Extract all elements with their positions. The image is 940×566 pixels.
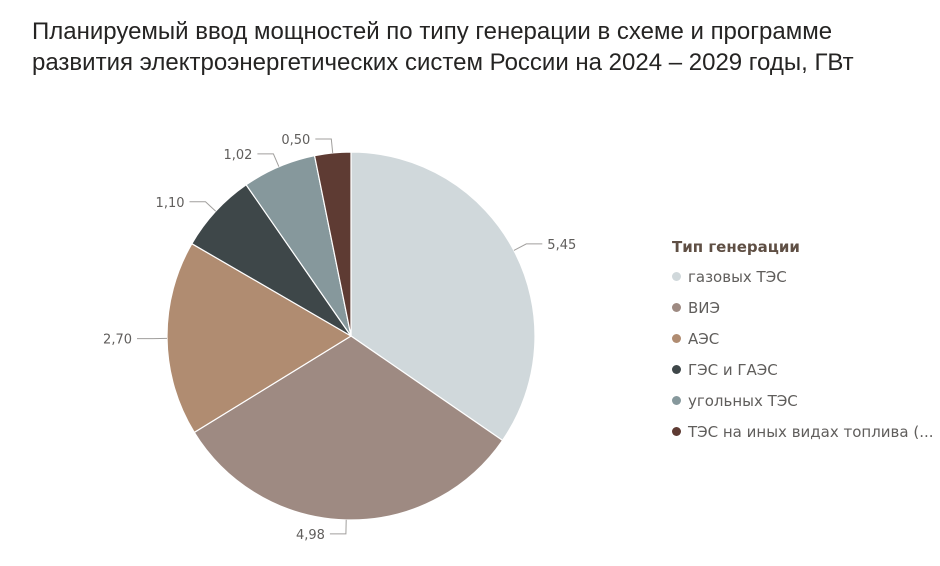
- leader-line-6: [315, 138, 334, 153]
- legend-label-2: ВИЭ: [688, 298, 720, 317]
- chart-title: Планируемый ввод мощностей по типу генер…: [32, 16, 912, 78]
- legend-item-5[interactable]: угольных ТЭС: [672, 385, 940, 416]
- legend-marker-2: [672, 303, 681, 312]
- legend-marker-4: [672, 365, 681, 374]
- pie-slice-2[interactable]: [193, 335, 504, 521]
- pie-slice-1[interactable]: [350, 151, 536, 442]
- chart-title-line-2: развития электроэнергетических систем Ро…: [32, 49, 854, 76]
- data-label-6: 0,50: [281, 133, 310, 148]
- legend-item-1[interactable]: газовых ТЭС: [672, 261, 940, 292]
- legend-label-6: ТЭС на иных видах топлива (...: [688, 422, 934, 441]
- legend-items: газовых ТЭС ВИЭ АЭС ГЭС и ГАЭС угольных ТЭС Т…: [672, 261, 940, 447]
- leader-line-5: [257, 153, 280, 167]
- legend-item-4[interactable]: ГЭС и ГАЭС: [672, 354, 940, 385]
- legend-label-1: газовых ТЭС: [688, 267, 787, 286]
- legend-marker-1: [672, 272, 681, 281]
- leader-line-1: [513, 243, 543, 251]
- data-label-5: 1,02: [223, 148, 252, 163]
- legend-item-2[interactable]: ВИЭ: [672, 292, 940, 323]
- data-label-3: 2,70: [103, 333, 132, 348]
- legend-label-5: угольных ТЭС: [688, 391, 798, 410]
- legend-marker-3: [672, 334, 681, 343]
- legend-label-4: ГЭС и ГАЭС: [688, 360, 778, 379]
- legend-title: Тип генерации: [672, 238, 800, 256]
- data-label-4: 1,10: [156, 196, 185, 211]
- legend-marker-5: [672, 396, 681, 405]
- legend-label-3: АЭС: [688, 329, 720, 348]
- legend-item-6[interactable]: ТЭС на иных видах топлива (...: [672, 416, 940, 447]
- leader-line-2: [329, 519, 347, 535]
- legend-marker-6: [672, 427, 681, 436]
- pie-slice-3[interactable]: [166, 242, 353, 434]
- pie-slice-6[interactable]: [313, 151, 352, 337]
- legend-item-3[interactable]: АЭС: [672, 323, 940, 354]
- chart-title-line-1: Планируемый ввод мощностей по типу генер…: [32, 18, 833, 45]
- data-label-1: 5,45: [547, 238, 576, 253]
- legend: Тип генерации газовых ТЭС ВИЭ АЭС ГЭС и ГАЭ…: [672, 236, 940, 447]
- leader-line-4: [189, 201, 217, 212]
- data-label-2: 4,98: [296, 528, 325, 543]
